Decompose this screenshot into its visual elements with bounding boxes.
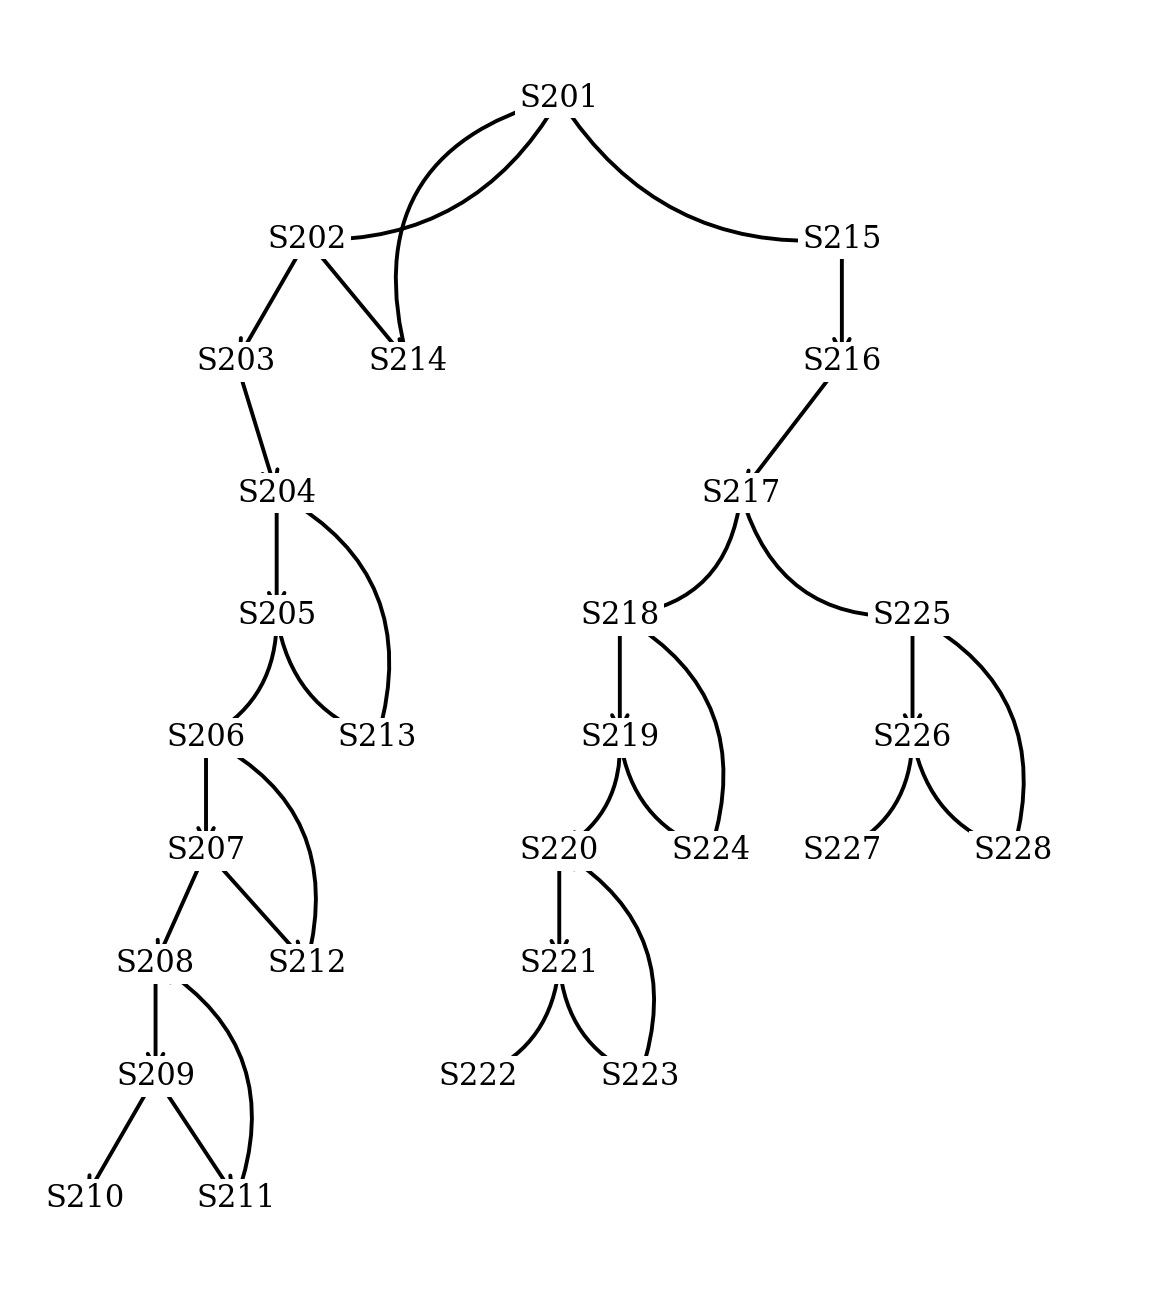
Text: S225: S225 (873, 601, 953, 632)
Text: S206: S206 (166, 722, 245, 754)
Text: S214: S214 (368, 346, 448, 377)
Text: S212: S212 (268, 948, 347, 979)
Text: S201: S201 (520, 83, 599, 114)
Text: S202: S202 (268, 224, 346, 254)
Text: S210: S210 (46, 1183, 125, 1214)
Text: S215: S215 (802, 224, 881, 254)
Text: S211: S211 (196, 1183, 276, 1214)
Text: S203: S203 (196, 346, 276, 377)
Text: S221: S221 (519, 948, 599, 979)
Text: S226: S226 (873, 722, 952, 754)
Text: S209: S209 (116, 1061, 195, 1092)
Text: S205: S205 (237, 601, 317, 632)
Text: S227: S227 (802, 835, 881, 866)
Text: S220: S220 (520, 835, 599, 866)
Text: S207: S207 (166, 835, 245, 866)
Text: S228: S228 (974, 835, 1053, 866)
Text: S204: S204 (237, 477, 316, 508)
Text: S224: S224 (671, 835, 750, 866)
Text: S208: S208 (116, 948, 195, 979)
Text: S217: S217 (701, 477, 781, 508)
Text: S222: S222 (438, 1061, 518, 1092)
Text: S219: S219 (580, 722, 659, 754)
Text: S213: S213 (338, 722, 417, 754)
Text: S216: S216 (802, 346, 881, 377)
Text: S218: S218 (580, 601, 659, 632)
Text: S223: S223 (601, 1061, 679, 1092)
